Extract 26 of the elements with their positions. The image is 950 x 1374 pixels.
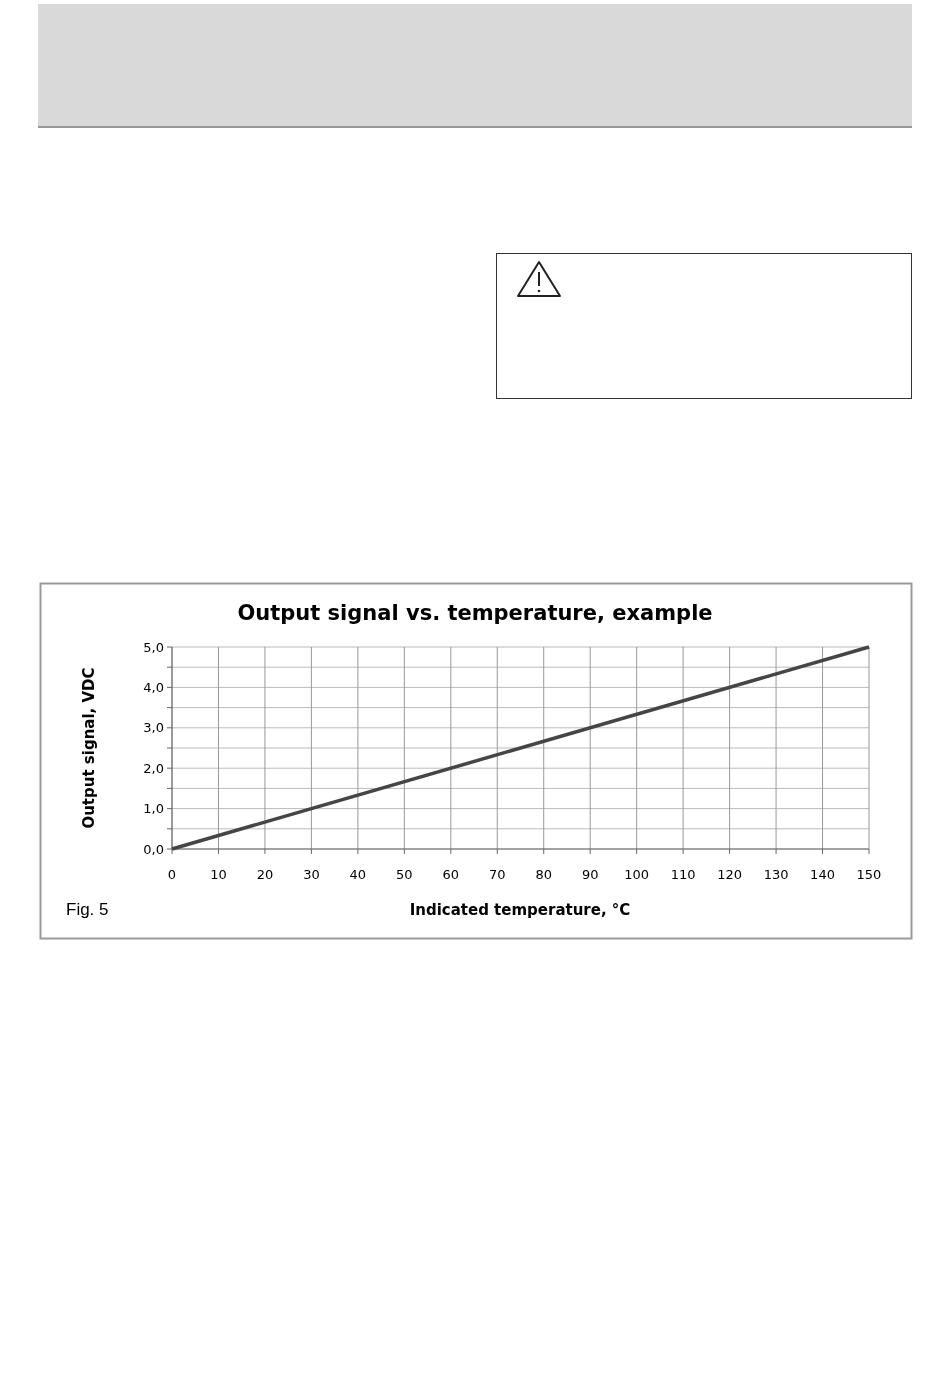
x-tick-label: 70 (488, 867, 506, 882)
x-tick-label: 10 (210, 867, 227, 882)
x-tick-label: 100 (624, 867, 650, 882)
x-tick-label: 0 (167, 867, 177, 882)
y-tick-label: 0,0 (143, 841, 164, 857)
x-tick-label: 110 (670, 867, 696, 882)
y-axis-title: Output signal, VDC (80, 667, 98, 829)
x-tick-label: 130 (763, 867, 789, 882)
x-tick-label: 120 (717, 867, 743, 882)
y-tick-label: 1,0 (143, 801, 164, 817)
caption: Fig. 5 (66, 900, 109, 919)
x-tick-label: 60 (442, 867, 460, 882)
chart-title: Output signal vs. temperature, example (237, 601, 713, 625)
x-tick-label: 140 (810, 867, 835, 882)
y-tick-label: 5,0 (143, 639, 164, 655)
x-tick-label: 80 (535, 867, 553, 882)
x-tick-label: 40 (349, 867, 367, 882)
y-tick-label: 2,0 (143, 760, 164, 776)
x-tick-label: 90 (581, 867, 599, 882)
y-tick-label: 3,0 (143, 720, 164, 736)
y-tick-label: 4,0 (143, 679, 164, 695)
x-tick-label: 20 (256, 867, 274, 882)
x-tick-label: 30 (303, 867, 320, 882)
x-tick-label: 150 (856, 867, 882, 882)
x-axis-title: Indicated temperature, °C (409, 901, 631, 919)
x-tick-label: 50 (396, 867, 413, 882)
